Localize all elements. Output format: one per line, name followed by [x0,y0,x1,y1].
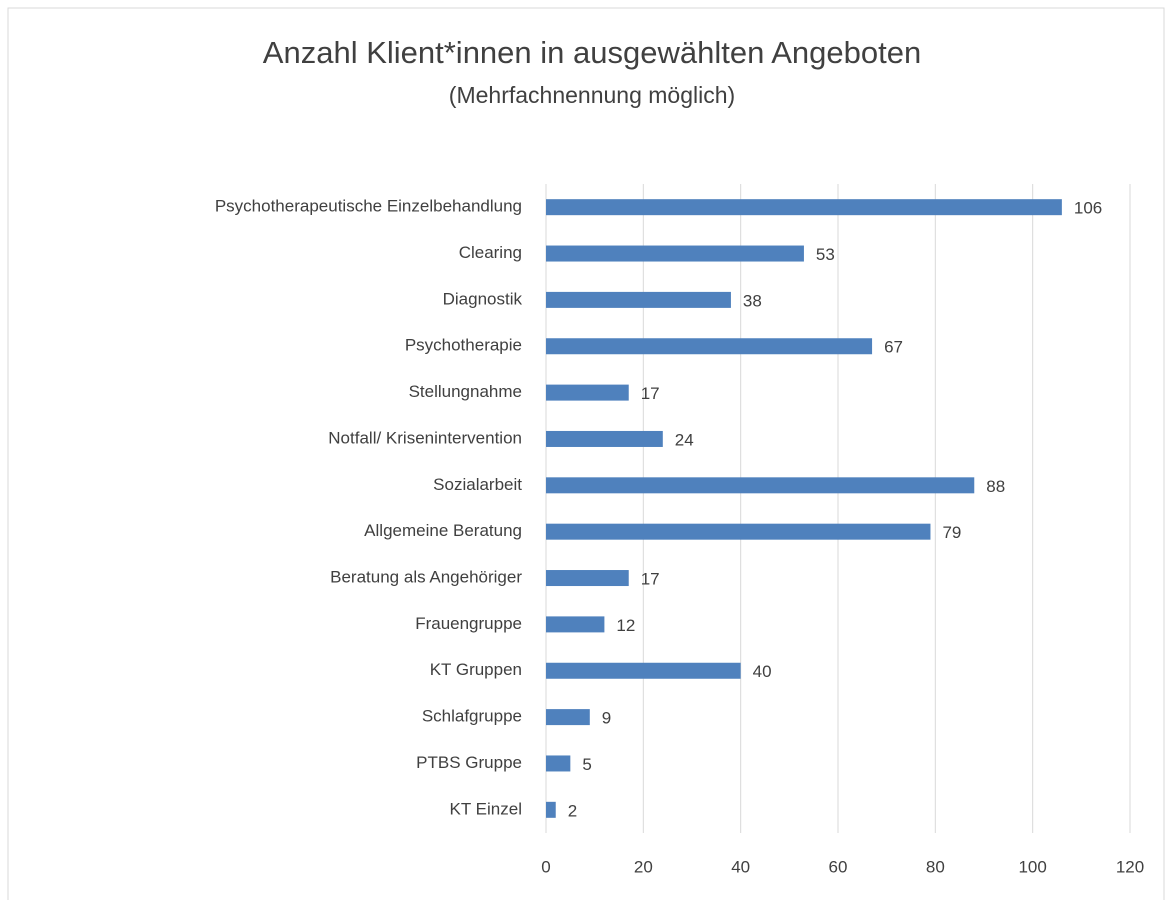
data-label: 9 [602,709,611,728]
data-label: 53 [816,245,835,264]
y-tick-label: Frauengruppe [415,614,522,633]
chart-title: Anzahl Klient*innen in ausgewählten Ange… [263,35,921,70]
y-tick-label: Psychotherapie [405,336,522,355]
x-tick-label: 0 [541,857,550,876]
x-tick-label: 120 [1116,857,1144,876]
bar [546,477,975,494]
data-label: 24 [675,430,694,449]
y-tick-label: KT Einzel [450,799,522,818]
bar [546,245,804,262]
y-tick-label: Psychotherapeutische Einzelbehandlung [215,197,522,216]
data-label: 5 [582,755,591,774]
y-tick-label: Stellungnahme [409,382,522,401]
x-tick-label: 100 [1018,857,1046,876]
y-tick-label: Diagnostik [443,289,523,308]
data-label: 40 [753,662,772,681]
chart-border [7,7,1165,900]
bar [546,523,931,540]
data-label: 106 [1074,199,1102,218]
y-tick-label: Sozialarbeit [433,475,522,494]
data-label: 67 [884,338,903,357]
data-label: 38 [743,291,762,310]
bar [546,662,741,679]
y-tick-label: Clearing [459,243,522,262]
x-tick-label: 60 [829,857,848,876]
data-label: 2 [568,801,577,820]
chart-subtitle: (Mehrfachnennung möglich) [449,82,735,108]
bar [546,755,571,772]
bar [546,570,629,587]
data-label: 17 [641,384,660,403]
data-label: 79 [942,523,961,542]
data-label: 17 [641,570,660,589]
y-tick-label: PTBS Gruppe [416,753,522,772]
x-tick-label: 40 [731,857,750,876]
x-tick-label: 80 [926,857,945,876]
y-tick-label: Schlafgruppe [422,707,522,726]
y-tick-label: KT Gruppen [430,660,522,679]
bar [546,384,629,401]
x-tick-label: 20 [634,857,653,876]
y-tick-label: Allgemeine Beratung [364,521,522,540]
bar [546,801,556,818]
bar [546,291,731,308]
bar [546,616,605,633]
bar [546,709,590,726]
y-tick-label: Notfall/ Krisenintervention [328,428,522,447]
bar [546,199,1062,216]
data-label: 12 [616,616,635,635]
data-label: 88 [986,477,1005,496]
bar [546,338,873,355]
bar [546,430,663,447]
y-tick-label: Beratung als Angehöriger [330,568,522,587]
